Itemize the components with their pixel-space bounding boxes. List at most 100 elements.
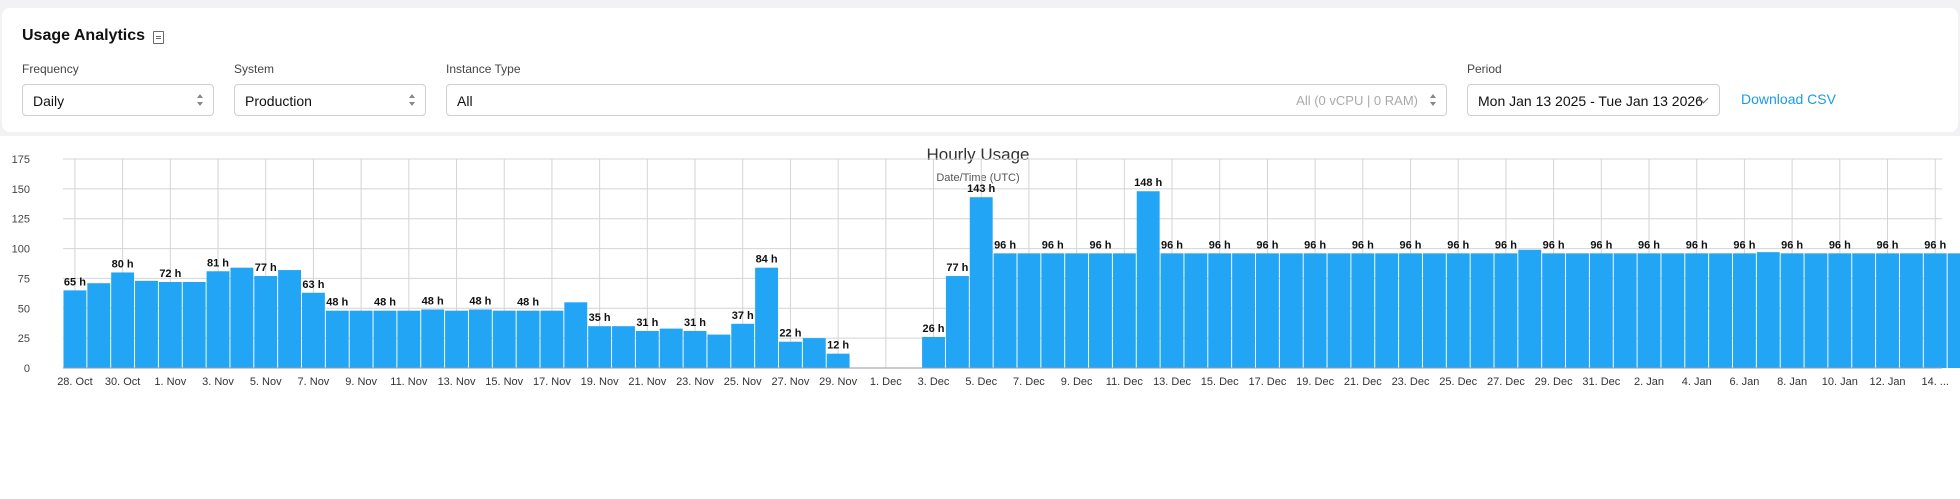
bar[interactable] [1184,253,1208,368]
bar[interactable] [1208,253,1232,368]
bar[interactable] [373,310,397,368]
bar[interactable] [1518,249,1542,368]
bar[interactable] [755,267,779,368]
bar[interactable] [1136,191,1160,368]
instance-type-select[interactable]: All All (0 vCPU | 0 RAM) [446,84,1447,116]
data-label: 96 h [1543,239,1565,251]
bar[interactable] [707,334,731,368]
bar[interactable] [993,253,1017,368]
x-tick-label: 30. Oct [105,376,140,388]
bar[interactable] [1566,253,1589,368]
bar[interactable] [1255,253,1279,368]
bar[interactable] [1160,253,1184,368]
system-select[interactable]: Production [234,84,426,116]
bar[interactable] [969,197,993,368]
bar[interactable] [1899,253,1923,368]
bar[interactable] [922,336,945,368]
period-select[interactable]: Mon Jan 13 2025 - Tue Jan 13 2026 [1467,84,1720,116]
bar[interactable] [397,310,421,368]
bar[interactable] [1303,253,1327,368]
bar[interactable] [206,271,230,368]
bar[interactable] [1399,253,1422,368]
bar[interactable] [564,302,588,368]
frequency-select[interactable]: Daily [22,84,214,116]
bar[interactable] [1375,253,1399,368]
bar[interactable] [325,310,349,368]
x-tick-label: 27. Nov [771,376,809,388]
bar[interactable] [1804,253,1828,368]
bar[interactable] [1470,253,1494,368]
bar[interactable] [1041,253,1065,368]
bar[interactable] [1112,253,1136,368]
bar[interactable] [1661,253,1685,368]
bar[interactable] [1446,253,1470,368]
bar[interactable] [349,310,373,368]
x-tick-label: 5. Nov [250,376,282,388]
page-title: Usage Analytics [22,27,146,44]
bar[interactable] [1017,253,1041,368]
x-tick-label: 15. Nov [485,376,523,388]
x-tick-label: 19. Dec [1296,376,1334,388]
bar[interactable] [421,309,445,368]
bar[interactable] [1422,253,1446,368]
bar[interactable] [1947,253,1960,368]
bar[interactable] [135,280,158,368]
bar[interactable] [1589,253,1613,368]
bar[interactable] [778,341,802,368]
bar[interactable] [826,353,850,368]
bar[interactable] [1613,253,1637,368]
bar[interactable] [1232,253,1256,368]
x-tick-label: 8. Jan [1777,376,1807,388]
bar[interactable] [468,309,492,368]
bar[interactable] [278,270,302,368]
bar[interactable] [1065,253,1089,368]
x-tick-label: 7. Nov [298,376,330,388]
bar[interactable] [1279,253,1303,368]
bar[interactable] [1685,253,1709,368]
x-tick-label: 23. Dec [1392,376,1430,388]
bar[interactable] [540,310,564,368]
bar[interactable] [63,290,87,368]
bar[interactable] [1637,253,1661,368]
bar[interactable] [301,292,325,368]
bar[interactable] [731,323,755,368]
bar[interactable] [1542,253,1566,368]
bar[interactable] [87,283,111,368]
system-value: Production [245,93,312,109]
bar[interactable] [182,282,206,368]
bar[interactable] [588,326,612,368]
bar[interactable] [1732,253,1756,368]
bar[interactable] [1089,253,1112,368]
bar[interactable] [1876,253,1899,368]
x-tick-label: 9. Nov [345,376,377,388]
bar[interactable] [1709,253,1733,368]
bar[interactable] [254,276,278,368]
x-tick-label: 10. Jan [1822,376,1858,388]
data-label: 96 h [1495,239,1517,251]
bar[interactable] [1828,253,1852,368]
download-csv-link[interactable]: Download CSV [1741,91,1836,107]
bar[interactable] [802,338,826,368]
bar[interactable] [683,330,707,368]
bar[interactable] [492,310,516,368]
bar[interactable] [1494,253,1518,368]
document-icon[interactable] [153,30,165,44]
bar[interactable] [1351,253,1375,368]
bar[interactable] [445,310,468,368]
bar[interactable] [1756,252,1780,368]
bar[interactable] [659,328,683,368]
bar[interactable] [1923,253,1947,368]
bar[interactable] [1327,253,1351,368]
bar[interactable] [635,330,659,368]
bar[interactable] [230,267,254,368]
bar[interactable] [158,282,182,368]
bar[interactable] [945,276,969,368]
bar[interactable] [1852,253,1876,368]
bar[interactable] [111,272,135,368]
bar[interactable] [1780,253,1804,368]
data-label: 96 h [1304,239,1326,251]
bar[interactable] [516,310,540,368]
bar[interactable] [612,326,635,368]
data-label: 96 h [1924,239,1946,251]
x-tick-label: 12. Jan [1869,376,1905,388]
